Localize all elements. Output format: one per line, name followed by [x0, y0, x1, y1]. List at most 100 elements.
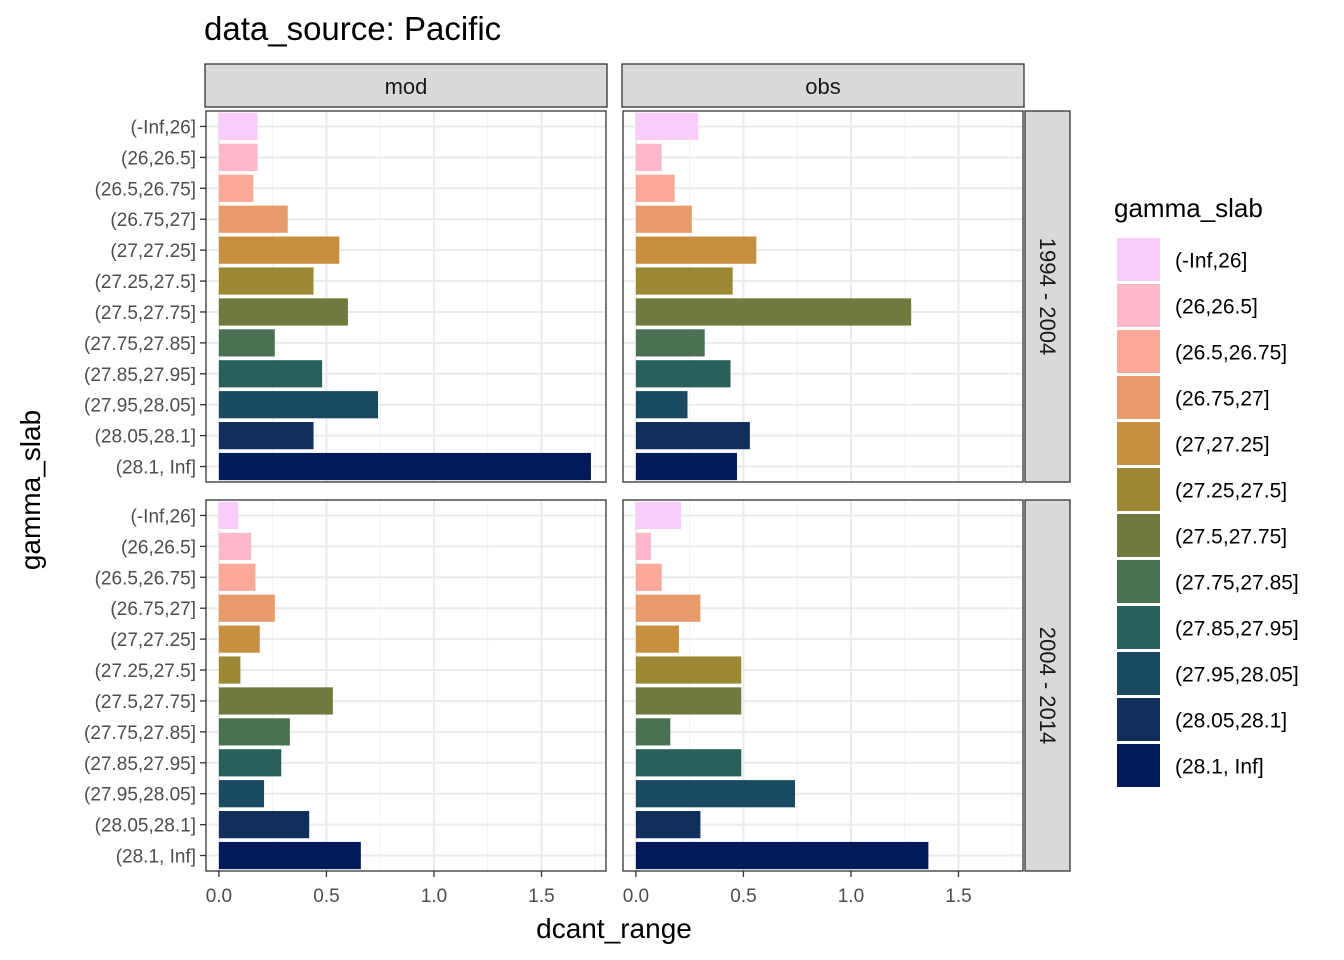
y-tick-label: (26.75,27]	[110, 210, 196, 231]
legend-title: gamma_slab	[1114, 193, 1263, 223]
x-tick-label: 1.5	[945, 886, 971, 907]
bar	[218, 687, 333, 715]
legend-label: (27.5,27.75]	[1175, 526, 1287, 549]
x-tick-label: 0.5	[313, 886, 339, 907]
facet-panel	[205, 499, 607, 872]
y-tick-label: (27.75,27.85]	[84, 334, 196, 355]
legend-key	[1117, 422, 1160, 465]
y-tick-label: (28.1, Inf]	[116, 847, 196, 868]
y-tick-label: (27.25,27.5]	[95, 661, 196, 682]
bar	[635, 563, 662, 591]
bar	[635, 841, 929, 870]
legend-label: (28.05,28.1]	[1175, 710, 1287, 733]
strip-col-label: mod	[385, 74, 428, 99]
y-tick-label: (26.75,27]	[110, 599, 196, 620]
bar	[218, 267, 314, 295]
bar	[218, 205, 288, 233]
facet-panels	[205, 110, 1024, 872]
strip-row-label: 1994 - 2004	[1035, 238, 1060, 355]
y-tick-label: (28.05,28.1]	[95, 816, 196, 837]
strip-row-bg	[1024, 499, 1071, 872]
bar	[635, 532, 651, 560]
legend-label: (-Inf,26]	[1175, 250, 1247, 273]
y-tick-label: (27.95,28.05]	[84, 396, 196, 417]
bar	[635, 329, 705, 357]
legend-label: (27.75,27.85]	[1175, 572, 1299, 595]
bar	[635, 625, 679, 653]
bar	[635, 112, 699, 141]
panel-border	[622, 499, 1024, 872]
legend-key	[1117, 652, 1160, 695]
y-tick-label: (-Inf,26]	[131, 117, 196, 138]
bar	[635, 780, 796, 808]
bar	[635, 422, 750, 450]
facet-panel	[622, 110, 1024, 483]
panel-border	[205, 499, 607, 872]
y-tick-label: (27.5,27.75]	[95, 692, 196, 713]
y-tick-label: (26,26.5]	[121, 537, 196, 558]
bar	[218, 391, 379, 419]
bar	[218, 422, 314, 450]
bar	[218, 718, 290, 746]
legend-label: (27.95,28.05]	[1175, 664, 1299, 687]
bar	[635, 656, 742, 684]
bar	[218, 236, 340, 264]
y-tick-label: (27.85,27.95]	[84, 754, 196, 775]
legend-key	[1117, 468, 1160, 511]
bar	[218, 452, 591, 481]
legend-label: (27.85,27.95]	[1175, 618, 1299, 641]
bar	[635, 452, 737, 481]
bar	[218, 749, 282, 777]
x-tick-label: 1.0	[838, 886, 864, 907]
y-tick-label: (27,27.25]	[110, 630, 196, 651]
strip-col-label: obs	[805, 74, 840, 99]
bar	[635, 267, 733, 295]
bar	[635, 718, 671, 746]
y-tick-label: (27.85,27.95]	[84, 365, 196, 386]
y-tick-label: (27.75,27.85]	[84, 723, 196, 744]
y-tick-label: (26.5,26.75]	[95, 179, 196, 200]
chart-title: data_source: Pacific	[204, 10, 501, 47]
x-tick-label: 0.5	[730, 886, 756, 907]
legend-key	[1117, 560, 1160, 603]
bar	[635, 174, 675, 202]
legend-key	[1117, 284, 1160, 327]
bar	[218, 841, 361, 870]
legend-label: (26.75,27]	[1175, 388, 1270, 411]
facet-panel	[205, 110, 607, 483]
panel-border	[622, 110, 1024, 483]
legend-key	[1117, 698, 1160, 741]
bar	[635, 391, 688, 419]
legend-label: (26.5,26.75]	[1175, 342, 1287, 365]
y-tick-label: (28.05,28.1]	[95, 427, 196, 448]
y-axis-title: gamma_slab	[15, 410, 46, 570]
strip-row-label: 2004 - 2014	[1035, 627, 1060, 744]
bar	[635, 205, 692, 233]
legend-label: (26,26.5]	[1175, 296, 1258, 319]
bar	[218, 656, 241, 684]
strip-col-bg	[204, 63, 608, 108]
y-tick-label: (26.5,26.75]	[95, 568, 196, 589]
bar	[635, 236, 757, 264]
y-tick-label: (27.25,27.5]	[95, 272, 196, 293]
legend-key	[1117, 330, 1160, 373]
y-tick-label: (26,26.5]	[121, 148, 196, 169]
x-tick-label: 1.0	[421, 886, 447, 907]
legend-key	[1117, 376, 1160, 419]
strip-col-bg	[621, 63, 1025, 108]
bar	[218, 625, 260, 653]
legend-label: (27,27.25]	[1175, 434, 1270, 457]
panel-border	[205, 110, 607, 483]
bar	[218, 329, 275, 357]
facet-strips: mod obs 1994 - 2004 2004 - 2014	[204, 63, 1071, 872]
legend-key	[1117, 514, 1160, 557]
bar	[635, 749, 742, 777]
bar	[218, 780, 265, 808]
x-axes: 0.0 0.5 1.0 1.5 0.0 0.5 1.0 1.5	[206, 871, 972, 907]
legend-key	[1117, 744, 1160, 787]
legend: gamma_slab (-Inf,26] (26,26.5] (26.5,26.75…	[1114, 193, 1299, 787]
legend-key	[1117, 606, 1160, 649]
bar	[635, 143, 662, 171]
y-tick-label: (27,27.25]	[110, 241, 196, 262]
